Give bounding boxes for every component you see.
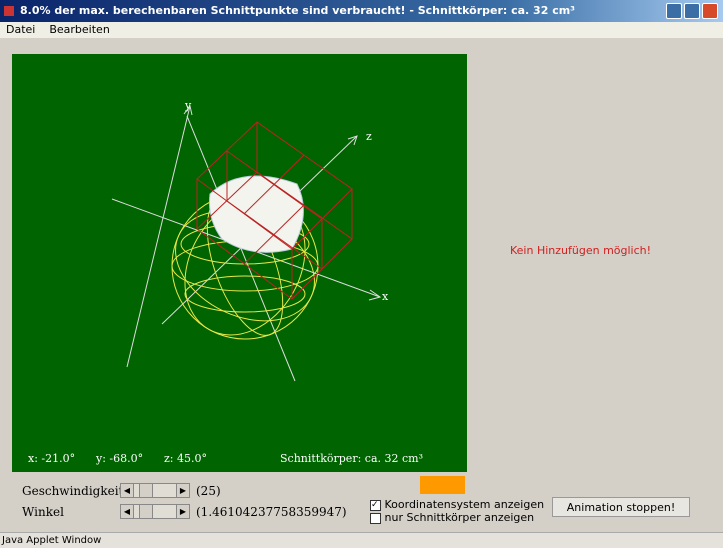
window-icon	[4, 6, 14, 16]
angle-label: z: 45.0°	[164, 452, 207, 465]
animation-button[interactable]: Animation stoppen!	[552, 497, 690, 517]
axis-label: x	[382, 290, 388, 303]
checkbox-label: Koordinatensystem anzeigen	[385, 498, 545, 511]
menu-item[interactable]: Bearbeiten	[49, 23, 109, 36]
scene	[12, 54, 467, 472]
angle-label: Winkel	[22, 505, 64, 519]
angle-label: y: -68.0°	[96, 452, 143, 465]
angle-label: x: -21.0°	[28, 452, 75, 465]
axis-label: y	[185, 99, 191, 112]
checkbox-only-body[interactable]: nur Schnittkörper anzeigen	[370, 511, 534, 524]
title-bar: 8.0% der max. berechenbaren Schnittpunkt…	[0, 0, 723, 22]
status-bar: Java Applet Window	[0, 532, 723, 548]
speed-label: Geschwindigkeit	[22, 484, 123, 498]
color-swatch[interactable]	[420, 476, 465, 494]
applet-window: 8.0% der max. berechenbaren Schnittpunkt…	[0, 0, 723, 547]
window-title: 8.0% der max. berechenbaren Schnittpunkt…	[20, 0, 575, 22]
angle-scrollbar[interactable]: ◀▶	[120, 504, 190, 519]
menu-bar: Datei Bearbeiten	[0, 22, 723, 38]
angle-value: (1.46104237758359947)	[196, 505, 347, 519]
volume-label: Schnittkörper: ca. 32 cm³	[280, 452, 423, 465]
speed-scrollbar[interactable]: ◀▶	[120, 483, 190, 498]
status-text: Java Applet Window	[2, 535, 101, 546]
axis-label: z	[366, 130, 372, 143]
intersection-body	[210, 176, 304, 252]
close-button[interactable]	[702, 3, 718, 19]
3d-canvas[interactable]: y z x x: -21.0° y: -68.0° z: 45.0° Schni…	[12, 54, 467, 472]
maximize-button[interactable]	[684, 3, 700, 19]
menu-item[interactable]: Datei	[6, 23, 35, 36]
checkbox-label: nur Schnittkörper anzeigen	[385, 511, 535, 524]
checkbox-coordinates[interactable]: ✓ Koordinatensystem anzeigen	[370, 498, 544, 511]
speed-value: (25)	[196, 484, 221, 498]
minimize-button[interactable]	[666, 3, 682, 19]
status-message: Kein Hinzufügen möglich!	[510, 244, 651, 257]
